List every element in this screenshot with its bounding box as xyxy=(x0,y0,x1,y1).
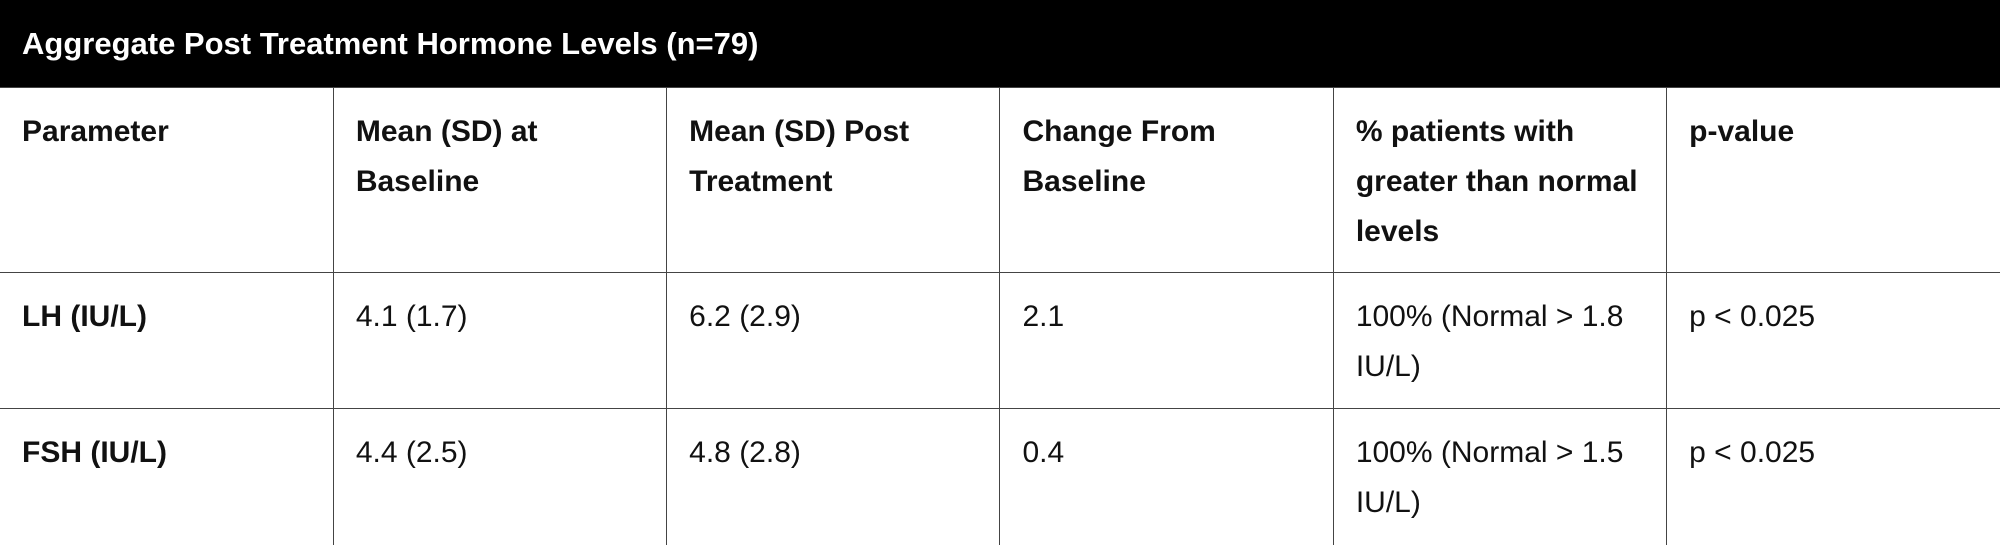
table-body: LH (IU/L) 4.1 (1.7) 6.2 (2.9) 2.1 100% (Norm… xyxy=(0,272,2000,545)
table-cell: 6.2 (2.9) xyxy=(666,272,1001,409)
data-table: Parameter Mean (SD) at Baseline Mean (SD) … xyxy=(0,87,2000,545)
table-head: Parameter Mean (SD) at Baseline Mean (SD) … xyxy=(0,87,2000,273)
table-cell: 4.8 (2.8) xyxy=(666,408,1001,545)
column-header: Mean (SD) Post Treatment xyxy=(666,87,1001,273)
column-header: p-value xyxy=(1666,87,2000,273)
column-header: % patients with greater than normal leve… xyxy=(1332,87,1668,273)
column-header: Change From Baseline xyxy=(999,87,1334,273)
header-row: Parameter Mean (SD) at Baseline Mean (SD) … xyxy=(0,87,2000,273)
table-row: LH (IU/L) 4.1 (1.7) 6.2 (2.9) 2.1 100% (Norm… xyxy=(0,272,2000,409)
table-row: FSH (IU/L) 4.4 (2.5) 4.8 (2.8) 0.4 100% (Nor… xyxy=(0,408,2000,545)
table-cell: p < 0.025 xyxy=(1666,408,2000,545)
table-cell: 0.4 xyxy=(999,408,1334,545)
column-header: Parameter xyxy=(0,87,334,273)
table-cell: 100% (Normal > 1.5 IU/L) xyxy=(1332,408,1668,545)
row-label: FSH (IU/L) xyxy=(0,408,334,545)
table-cell: 4.1 (1.7) xyxy=(332,272,668,409)
table-cell: 4.4 (2.5) xyxy=(332,408,668,545)
table-cell: 2.1 xyxy=(999,272,1334,409)
row-label: LH (IU/L) xyxy=(0,272,334,409)
column-header: Mean (SD) at Baseline xyxy=(332,87,668,273)
table-title: Aggregate Post Treatment Hormone Levels … xyxy=(0,0,2000,87)
table-cell: 100% (Normal > 1.8 IU/L) xyxy=(1332,272,1668,409)
table-cell: p < 0.025 xyxy=(1666,272,2000,409)
